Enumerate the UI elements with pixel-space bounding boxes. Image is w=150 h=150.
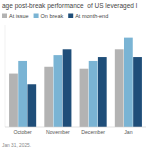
bar [98, 57, 107, 127]
bar [133, 57, 142, 127]
bar [63, 49, 72, 127]
x-tick-label: December [81, 129, 105, 135]
legend-label: On break [41, 13, 64, 19]
y-axis-line [5, 25, 6, 127]
legend-swatch [34, 14, 39, 19]
x-tick-label: November [46, 129, 70, 135]
bar [53, 55, 62, 127]
legend-label: At month-end [75, 13, 108, 19]
bar [27, 84, 36, 127]
title: age post-break performance of US leverag… [2, 2, 138, 10]
chart: age post-break performance of US leverag… [0, 0, 150, 150]
bar [115, 49, 124, 127]
legend: At issue On break At month-end [2, 13, 108, 19]
bar [80, 69, 89, 127]
bar [89, 61, 98, 127]
subtitle: Jan 31, 2025. [2, 143, 31, 148]
legend-swatch [68, 14, 73, 19]
bar [18, 61, 27, 127]
x-axis-line [5, 127, 146, 128]
bar [9, 74, 18, 127]
legend-swatch [2, 14, 7, 19]
x-tick-label: October [13, 129, 32, 135]
bar [44, 67, 53, 127]
legend-label: At issue [9, 13, 29, 19]
background [0, 0, 150, 150]
bars [9, 38, 142, 127]
x-tick-label: Jan [124, 129, 132, 135]
bar [124, 38, 133, 127]
